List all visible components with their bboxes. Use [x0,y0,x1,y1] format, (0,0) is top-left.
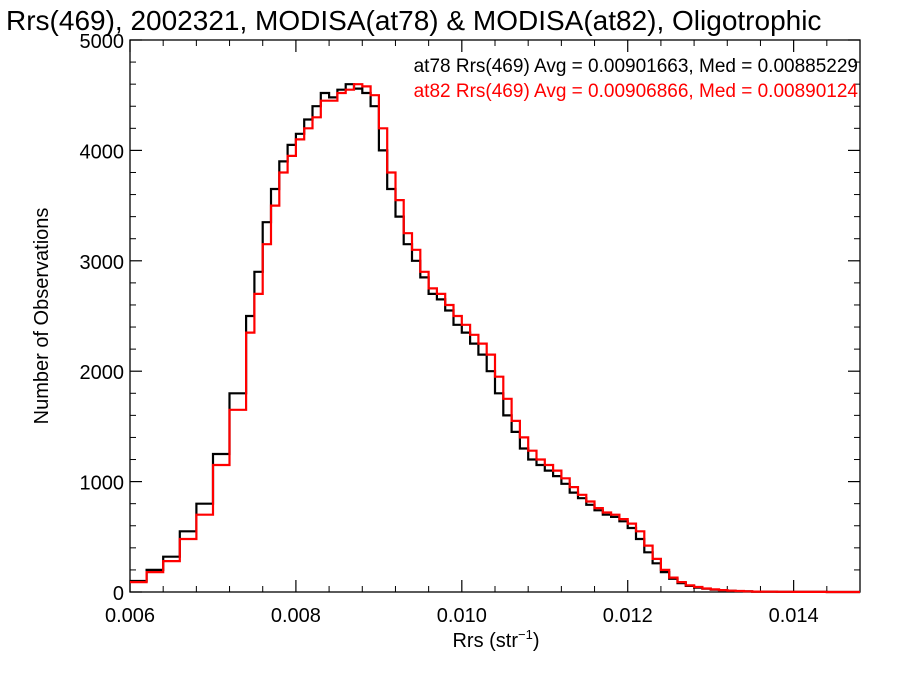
series-group [130,83,860,594]
x-axis-ticks: 0.006 0.008 0.010 0.012 0.014 [105,40,861,627]
x-tick-label: 0.012 [603,605,653,627]
annotation-series-2-stats: at82 Rrs(469) Avg = 0.00906866, Med = 0.… [414,81,859,102]
y-tick-label: 5000 [80,31,125,53]
series-2-line [130,83,860,594]
y-axis-label: Number of Observations [31,208,53,425]
x-tick-label: 0.014 [769,605,819,627]
y-tick-label: 3000 [80,252,125,274]
chart-title: Rrs(469), 2002321, MODISA(at78) & MODISA… [6,5,821,36]
annotation-series-1-stats: at78 Rrs(469) Avg = 0.00901663, Med = 0.… [414,56,858,77]
y-tick-label: 2000 [80,362,125,384]
x-axis-label-main: Rrs (str [452,630,518,652]
x-axis-label: Rrs (str−1) [452,627,539,652]
plot-border [129,39,861,593]
x-tick-label: 0.008 [271,605,321,627]
y-tick-label: 1000 [80,473,125,495]
y-tick-label: 4000 [80,141,125,163]
y-tick-label: 0 [113,583,124,605]
y-axis-ticks: 0 1000 2000 3000 4000 5000 [80,31,860,605]
plot-frame [129,39,861,593]
x-tick-label: 0.006 [105,605,155,627]
x-axis-label-superscript: −1 [518,627,533,642]
series-1-line [130,83,860,594]
x-axis-label-close: ) [533,630,540,652]
x-tick-label: 0.010 [437,605,487,627]
